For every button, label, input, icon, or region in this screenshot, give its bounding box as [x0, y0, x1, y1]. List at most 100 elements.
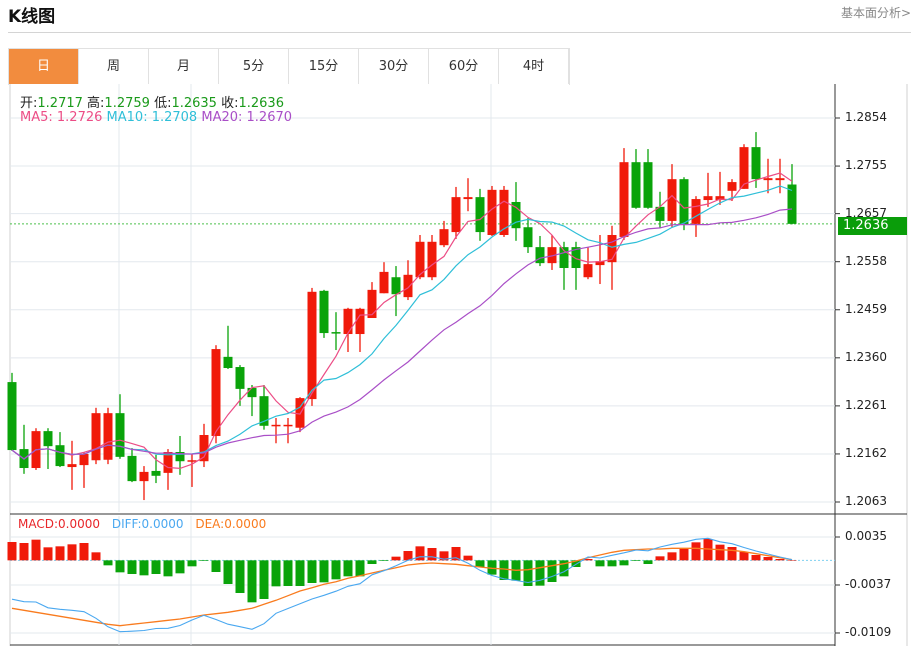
ma5-value: 1.2726 [56, 110, 103, 125]
tab-4hour[interactable]: 4时 [499, 49, 569, 84]
candle-down [643, 162, 653, 208]
macd-bar [775, 559, 785, 561]
macd-bar [391, 556, 401, 561]
candle-up [139, 471, 149, 482]
macd-bar [103, 560, 113, 566]
macd-bar [343, 560, 353, 577]
macd-bar [55, 546, 65, 561]
tab-60min[interactable]: 60分 [429, 49, 499, 84]
price-tick-label: 1.2854 [845, 110, 887, 124]
candle-up [451, 197, 461, 233]
candle-up [199, 435, 209, 462]
candle-up [547, 247, 557, 264]
macd-bar [43, 547, 53, 561]
candle-down [535, 247, 545, 264]
ma20-value: 1.2670 [246, 110, 293, 125]
candle-down [55, 445, 65, 467]
candle-up [163, 451, 173, 473]
candle-up [439, 229, 449, 246]
candle-up [415, 241, 425, 278]
tab-30min[interactable]: 30分 [359, 49, 429, 84]
ma20-readout: MA20: 1.2670 [201, 110, 292, 125]
candle-down [151, 470, 161, 476]
macd-bar [115, 560, 125, 573]
candle-up [355, 308, 365, 335]
candle-down [331, 332, 341, 334]
macd-bar [211, 560, 221, 572]
macd-bar [475, 560, 485, 567]
candle-up [619, 162, 629, 237]
candle-up [427, 241, 437, 278]
ma-readout: MA5: 1.2726 MA10: 1.2708 MA20: 1.2670 [20, 110, 292, 125]
macd-tick-label: -0.0037 [845, 577, 892, 591]
candle-up [775, 178, 785, 181]
candle-up [715, 196, 725, 201]
macd-tick-label: 0.0035 [845, 529, 887, 543]
tab-day[interactable]: 日 [9, 49, 79, 84]
macd-bar [7, 542, 17, 561]
macd-bar [379, 560, 389, 561]
open-label: 开: [20, 96, 38, 111]
macd-value: MACD:0.0000 [18, 517, 101, 531]
tab-15min[interactable]: 15分 [289, 49, 359, 84]
fundamental-analysis-link[interactable]: 基本面分析> [840, 6, 911, 20]
tab-month[interactable]: 月 [149, 49, 219, 84]
price-tick-label: 1.2657 [845, 205, 887, 220]
candle-up [739, 147, 749, 189]
macd-bar [91, 552, 101, 561]
macd-bar [487, 560, 497, 575]
open-value: 1.2717 [37, 96, 83, 111]
macd-bar [595, 560, 605, 567]
candle-up [607, 234, 617, 263]
high-label: 高: [87, 96, 105, 111]
macd-bar [703, 539, 713, 561]
ma5-label: MA5: [20, 110, 57, 125]
page-title: K线图 [8, 7, 56, 27]
macd-bar [331, 560, 341, 580]
macd-bar [547, 560, 557, 582]
low-label: 低: [154, 96, 172, 111]
macd-bar [319, 560, 329, 583]
candle-down [523, 227, 533, 248]
ma5-readout: MA5: 1.2726 [20, 110, 102, 125]
macd-bar [427, 548, 437, 561]
macd-bar [643, 560, 653, 564]
ma10-line [11, 185, 793, 460]
candle-down [631, 162, 641, 208]
macd-bar [415, 546, 425, 561]
low-value: 1.2635 [171, 96, 217, 111]
diff-value: DIFF:0.0000 [111, 517, 184, 531]
tab-week[interactable]: 周 [79, 49, 149, 84]
macd-bar [163, 560, 173, 577]
candle-up [67, 464, 77, 468]
macd-bar [667, 552, 677, 561]
candle-down [127, 455, 137, 482]
ma10-label: MA10: [106, 110, 152, 125]
tab-5min[interactable]: 5分 [219, 49, 289, 84]
candle-down [175, 451, 185, 462]
macd-bar [679, 548, 689, 561]
macd-bar [655, 556, 665, 561]
macd-bar [787, 560, 797, 561]
price-tick-label: 1.2755 [845, 158, 887, 173]
macd-bar [127, 560, 137, 574]
macd-bar [751, 555, 761, 561]
macd-bar [451, 547, 461, 561]
macd-bar [583, 559, 593, 561]
candle-down [475, 197, 485, 233]
candle-up [727, 182, 737, 191]
macd-bar [79, 543, 89, 561]
candle-up [211, 349, 221, 436]
candle-up [271, 424, 281, 427]
candle-up [307, 291, 317, 400]
candle-down [571, 247, 581, 269]
ma20-line [11, 208, 793, 460]
macd-bar [559, 560, 569, 577]
price-tick-label: 1.2558 [845, 253, 887, 268]
candle-down [655, 206, 665, 221]
close-value: 1.2636 [238, 96, 284, 111]
macd-readout: MACD:0.0000 DIFF:0.0000 DEA:0.0000 [18, 517, 266, 531]
macd-bar [739, 552, 749, 561]
macd-bar [187, 560, 197, 567]
